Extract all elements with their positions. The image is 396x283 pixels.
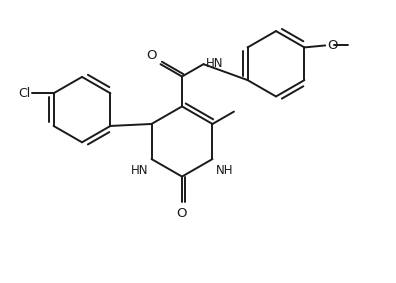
Text: O: O: [327, 39, 337, 52]
Text: Cl: Cl: [18, 87, 30, 100]
Text: HN: HN: [131, 164, 148, 177]
Text: NH: NH: [216, 164, 233, 177]
Text: O: O: [146, 49, 156, 62]
Text: O: O: [177, 207, 187, 220]
Text: HN: HN: [206, 57, 223, 70]
